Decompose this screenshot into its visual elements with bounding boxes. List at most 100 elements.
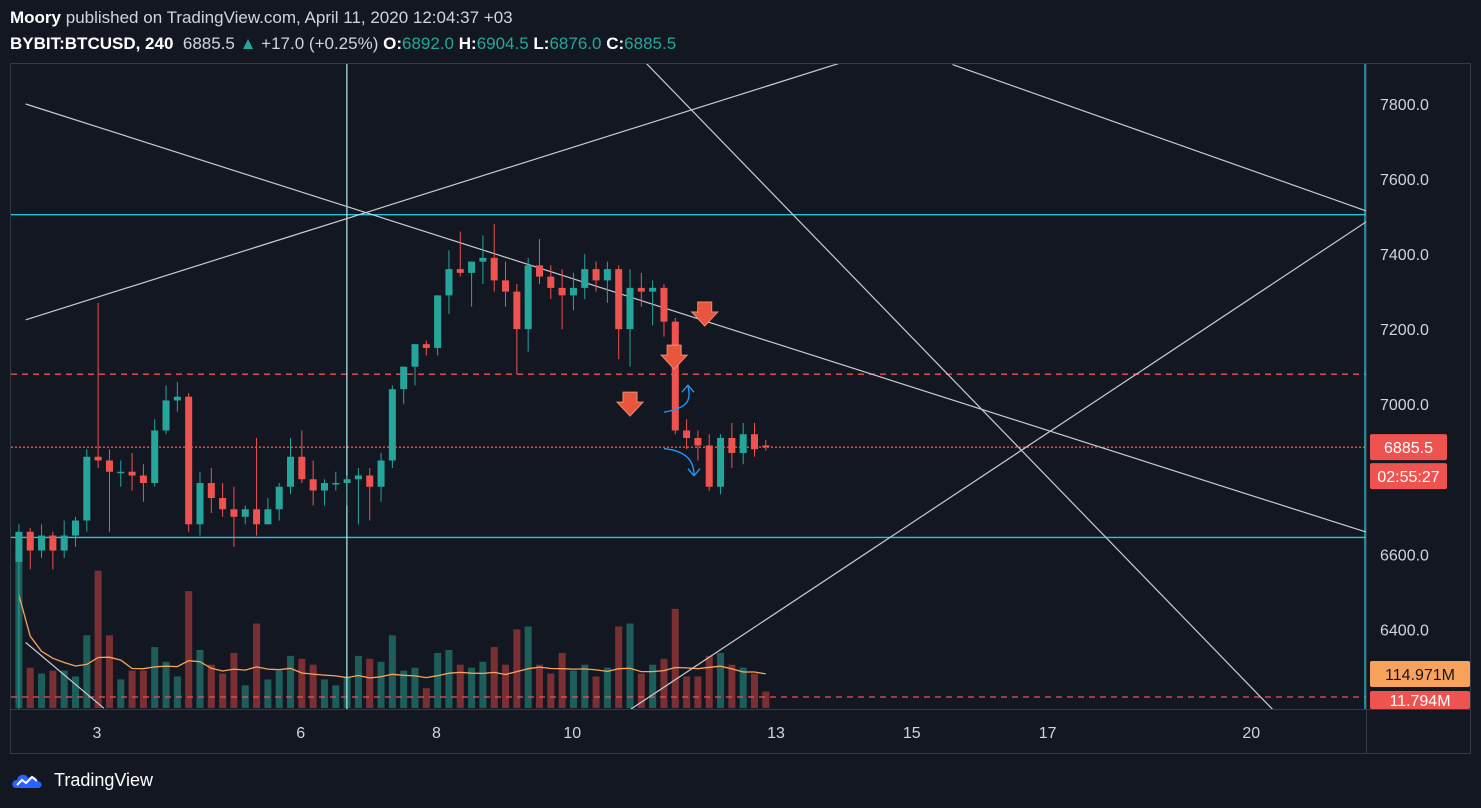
volume-bar: [422, 688, 430, 708]
volume-bar: [196, 650, 204, 708]
volume-bar: [60, 670, 68, 708]
candle-body: [739, 434, 747, 453]
tradingview-brand-text: TradingView: [54, 769, 154, 790]
volume-bar: [287, 655, 295, 708]
candle-body: [750, 434, 759, 450]
volume-bar: [94, 570, 102, 708]
candle-body: [468, 261, 476, 273]
volume-bar: [38, 673, 46, 708]
high-label: H:: [458, 34, 477, 53]
symbol-label[interactable]: BYBIT:BTCUSD, 240: [10, 34, 174, 53]
close-label: C:: [606, 34, 625, 53]
candle-body: [38, 535, 46, 551]
trend-line-rising-from-volume: [629, 221, 1366, 709]
low-value: 6876.0: [549, 34, 602, 53]
volume-bar: [547, 673, 555, 708]
candle-body: [139, 475, 147, 484]
volume-bar-label-bg: [1370, 691, 1470, 709]
candle-body: [434, 295, 442, 348]
x-tick-label: 8: [432, 725, 441, 742]
candle-body: [15, 531, 23, 562]
curved-down-arrowhead-icon: [687, 468, 701, 477]
tradingview-logo[interactable]: TradingView: [10, 768, 153, 792]
trend-line-steep-descending-left: [646, 64, 1274, 709]
x-tick-label: 17: [1039, 725, 1057, 742]
y-tick-label: 6400.0: [1380, 622, 1429, 639]
volume-bar: [49, 670, 57, 708]
publication-info: Moory published on TradingView.com, Apri…: [10, 8, 513, 28]
volume-bar: [354, 655, 362, 708]
candle-body: [264, 509, 272, 525]
ohlc-legend: BYBIT:BTCUSD, 240 6885.5 ▲ +17.0 (+0.25%…: [10, 34, 676, 54]
chart-frame: [10, 63, 1471, 754]
up-arrow-icon: ▲: [239, 34, 257, 53]
candle-body: [117, 471, 125, 474]
volume-bar: [750, 673, 759, 708]
open-label: O:: [383, 34, 402, 53]
volume-bar: [694, 676, 702, 708]
candle-body: [513, 291, 521, 330]
candle-body: [320, 483, 328, 491]
candle-body: [603, 269, 611, 281]
curved-up-arrow-icon: [663, 386, 690, 413]
candle-body: [456, 269, 464, 273]
volume-bar: [683, 676, 691, 708]
volume-bar: [434, 652, 442, 708]
candle-body: [60, 535, 68, 551]
volume-bar: [558, 652, 566, 708]
y-tick-label: 7200.0: [1380, 322, 1429, 339]
candle-body: [569, 287, 577, 296]
volume-bar: [705, 655, 713, 708]
x-tick-label: 3: [93, 725, 102, 742]
volume-ma-label-bg: [1370, 661, 1470, 687]
last-price-label: 6885.5: [1384, 440, 1433, 457]
countdown-label: 02:55:27: [1377, 469, 1439, 486]
volume-bar: [671, 608, 679, 708]
volume-bar: [660, 658, 668, 708]
candle-body: [219, 498, 227, 510]
candle-body: [287, 456, 295, 487]
candle-body: [377, 460, 385, 487]
price-labels: 6885.5 02:55:27 114.971M 11.794M: [1370, 434, 1470, 710]
volume-bar: [717, 652, 725, 708]
candle-body: [185, 396, 193, 525]
candle-body: [151, 430, 159, 484]
candle-body: [626, 287, 634, 330]
drawing-lines[interactable]: [11, 0, 1377, 808]
down-arrow-icon: [690, 301, 719, 327]
x-tick-label: 15: [903, 725, 921, 742]
candle-body: [592, 269, 600, 281]
last-price-label-bg: [1370, 434, 1447, 461]
volume-ma-line: [18, 594, 766, 679]
volume-bar: [388, 635, 396, 708]
price-axis[interactable]: 7800.0 7600.0 7400.0 7200.0 7000.0 6600.0 6400…: [1380, 97, 1429, 639]
candle-body: [298, 456, 306, 480]
down-arrow-icon: [615, 391, 645, 417]
candle-body: [558, 287, 566, 296]
candle-body: [535, 265, 543, 277]
candle-body: [524, 265, 532, 330]
volume-bar: [173, 676, 181, 708]
annotations[interactable]: [615, 301, 719, 477]
volume-bar: [535, 664, 543, 708]
volume-bar: [275, 670, 283, 708]
volume-bar: [479, 661, 487, 708]
curved-up-arrowhead-icon: [681, 384, 695, 393]
volume-bar: [468, 667, 476, 708]
time-axis[interactable]: 3 6 8 10 13 15 17 20: [93, 725, 1261, 742]
candle-body: [649, 287, 657, 292]
candle-body: [762, 445, 770, 448]
candle-body: [547, 276, 555, 288]
candle-body: [332, 483, 340, 485]
y-tick-label: 7000.0: [1380, 397, 1429, 414]
tradingview-cloud-icon: [12, 774, 42, 788]
volume-bar: [320, 679, 328, 708]
candle-body: [683, 430, 691, 438]
volume-bar: [762, 691, 770, 708]
volume-bar: [162, 661, 170, 708]
countdown-label-bg: [1370, 463, 1447, 490]
author-name[interactable]: Moory: [10, 8, 61, 27]
candle-body: [694, 437, 702, 446]
volume-bar: [513, 629, 521, 708]
